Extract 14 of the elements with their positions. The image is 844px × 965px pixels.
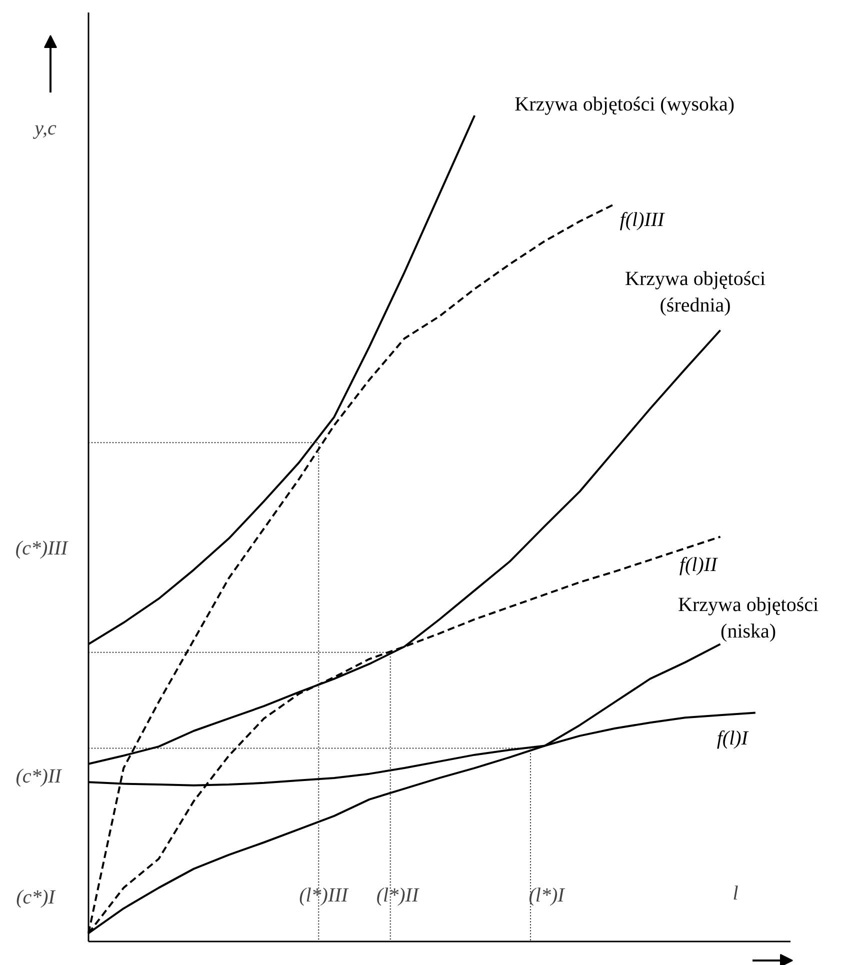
text: (c*)II — [16, 766, 63, 788]
x-axis-title: l — [732, 882, 739, 904]
series-label: Krzywa objętości (niska) — [678, 594, 819, 642]
text: (c*)I — [16, 886, 56, 908]
text: Krzywa objętości (wysoka) — [514, 94, 735, 116]
annotation: (l*)II — [376, 884, 420, 906]
series-label: f(l)III — [620, 208, 666, 231]
annotation: (l*)III — [299, 884, 350, 906]
series-label: f(l)I — [716, 728, 750, 750]
series-label: f(l)II — [679, 554, 719, 576]
annotation: (l*)I — [528, 884, 566, 906]
y-axis-title: y,c — [32, 118, 56, 140]
text: (c*)III — [15, 538, 69, 560]
text: Krzywa objętości (średnia) — [625, 268, 766, 316]
